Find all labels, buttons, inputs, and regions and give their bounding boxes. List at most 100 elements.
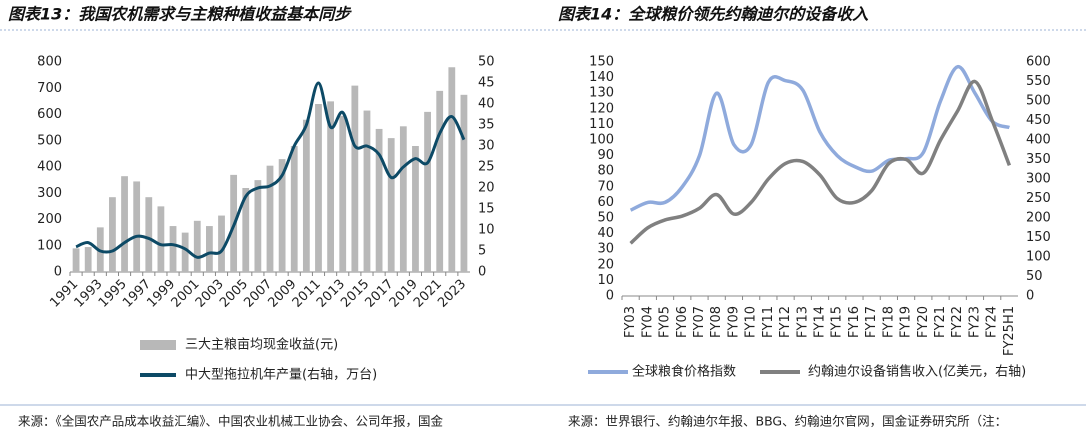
line (629, 79, 1012, 245)
x-tick-label: FY15 (830, 306, 845, 338)
y2-tick-label: 450 (1026, 113, 1051, 128)
x-tick-label: FY25H1 (1002, 306, 1017, 356)
x-tick-label: FY23 (967, 306, 982, 338)
y2-tick-label: 350 (1026, 152, 1051, 167)
y-tick-label: 50 (597, 211, 614, 226)
line (75, 81, 466, 259)
bar (218, 215, 225, 272)
bar (72, 248, 80, 272)
y-tick-label: 140 (589, 70, 614, 85)
legend-swatch (140, 340, 176, 350)
y2-tick-label: 45 (478, 76, 495, 91)
x-tick-label: FY11 (761, 306, 776, 338)
bar (193, 220, 201, 272)
chart-title: 图表13：我国农机需求与主粮种植收益基本同步 (8, 5, 352, 24)
y-tick-label: 70 (597, 179, 614, 194)
y-tick-label: 20 (597, 257, 614, 272)
y-tick-label: 80 (597, 164, 614, 179)
x-tick-label: FY24 (985, 306, 1000, 338)
bar (412, 146, 419, 272)
x-tick-label: FY04 (640, 306, 655, 338)
y2-tick-label: 25 (478, 160, 495, 175)
y-tick-label: 130 (589, 86, 614, 101)
y-tick-label: 90 (597, 148, 614, 163)
bar (157, 206, 165, 272)
y-tick-label: 500 (37, 133, 62, 148)
y-tick-label: 0 (54, 265, 62, 280)
y-tick-label: 300 (37, 186, 62, 201)
y2-tick-label: 250 (1026, 191, 1051, 206)
y-tick-label: 400 (37, 160, 62, 175)
y-tick-label: 700 (37, 81, 62, 96)
y2-tick-label: 0 (478, 265, 486, 280)
y-tick-label: 30 (597, 242, 614, 257)
y2-tick-label: 550 (1026, 74, 1051, 89)
y2-tick-label: 35 (478, 118, 495, 133)
source: 来源：世界银行、约翰迪尔年报、BBG、约翰迪尔官网，国金证券研究所（注： (568, 414, 1007, 429)
legend-label: 中大型拖拉机年产量(右轴，万台) (185, 368, 377, 383)
y2-tick-label: 400 (1026, 133, 1051, 148)
bar (290, 146, 298, 272)
y-tick-label: 110 (589, 117, 614, 132)
bar (109, 197, 116, 272)
bar (436, 90, 444, 272)
bar (302, 119, 310, 272)
x-tick-label: FY03 (623, 306, 638, 338)
y2-tick-label: 500 (1026, 94, 1051, 109)
bar (84, 247, 92, 272)
bar (278, 159, 286, 272)
y2-tick-label: 600 (1026, 55, 1051, 70)
y-tick-label: 100 (589, 133, 614, 148)
x-tick-label: FY17 (864, 306, 879, 338)
y2-tick-label: 50 (1026, 269, 1043, 284)
y2-tick-label: 0 (1026, 289, 1034, 304)
x-tick-label: FY09 (726, 306, 741, 338)
x-tick-label: FY19 (899, 306, 914, 338)
bar (242, 188, 250, 272)
y-tick-label: 600 (37, 107, 62, 122)
x-tick-label: FY05 (658, 306, 673, 338)
bar (145, 197, 153, 272)
bar (133, 181, 141, 272)
chart-title: 图表14：全球粮价领先约翰迪尔的设备收入 (558, 5, 868, 24)
bar (266, 165, 274, 272)
x-tick-label: FY07 (692, 306, 707, 338)
y2-tick-label: 150 (1026, 230, 1051, 245)
y2-tick-label: 10 (478, 223, 495, 238)
y2-tick-label: 50 (478, 55, 495, 70)
bar (460, 94, 468, 272)
y-tick-label: 120 (589, 101, 614, 116)
y-tick-label: 800 (37, 55, 62, 70)
y-tick-label: 60 (597, 195, 614, 210)
x-tick-label: FY21 (933, 306, 948, 338)
bar (363, 110, 371, 272)
bar (254, 180, 262, 272)
bar (339, 115, 347, 272)
bar (181, 232, 189, 272)
line (629, 64, 1010, 212)
bar (399, 126, 407, 272)
x-tick-label: FY12 (778, 306, 793, 338)
bar (327, 101, 334, 272)
y2-tick-label: 20 (478, 181, 495, 196)
y2-tick-label: 100 (1026, 250, 1051, 265)
y2-tick-label: 30 (478, 139, 495, 154)
x-tick-label: 2023 (435, 277, 469, 311)
y-tick-label: 150 (589, 55, 614, 70)
y2-tick-label: 200 (1026, 211, 1051, 226)
bar (206, 226, 213, 272)
y2-tick-label: 40 (478, 97, 495, 112)
y2-tick-label: 300 (1026, 172, 1051, 187)
y2-tick-label: 5 (478, 244, 486, 259)
bar (375, 128, 383, 272)
bar (315, 104, 322, 272)
x-tick-label: FY18 (881, 306, 896, 338)
legend-label: 三大主粮亩均现金收益(元) (185, 337, 338, 353)
x-tick-label: FY14 (813, 306, 828, 338)
legend-label: 全球粮食价格指数 (632, 364, 736, 380)
x-tick-label: FY22 (950, 306, 965, 338)
x-tick-label: FY08 (709, 306, 724, 338)
x-tick-label: FY06 (675, 306, 690, 338)
x-tick-label: FY20 (916, 306, 931, 338)
